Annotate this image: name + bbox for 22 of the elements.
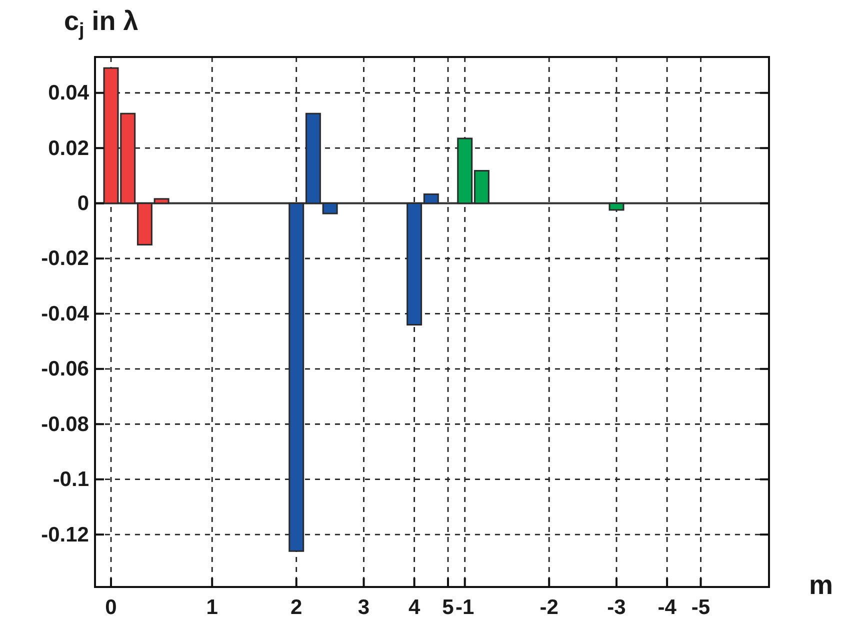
x-axis-title: m <box>808 570 834 600</box>
y-tick-label: -0.1 <box>52 468 90 492</box>
y-tick-label: -0.06 <box>41 358 89 381</box>
y-tick-label: -0.02 <box>41 247 89 270</box>
x-tick-label: 3 <box>358 596 370 619</box>
x-tick-label: 0 <box>105 596 117 619</box>
x-tick-label: 1 <box>206 596 218 619</box>
x-tick-label: 5 <box>442 596 454 619</box>
y-tick-label: 0.04 <box>48 82 90 105</box>
x-tick-label: 4 <box>408 596 420 619</box>
x-tick-label: -4 <box>658 596 677 619</box>
y-axis-title: c$_{j}$ in λ <box>64 6 138 41</box>
y-tick-label: -0.04 <box>41 302 90 326</box>
y-tick-label: 0.02 <box>48 136 89 160</box>
x-tick-label: 2 <box>290 596 302 619</box>
x-tick-label: -3 <box>607 596 626 619</box>
x-tick-label: -5 <box>691 596 710 619</box>
x-tick-label: -2 <box>540 596 558 619</box>
y-tick-label: 0 <box>77 192 89 216</box>
x-tick-label: -1 <box>456 596 475 619</box>
y-tick-label: -0.12 <box>41 523 89 546</box>
y-tick-label: -0.08 <box>41 412 90 436</box>
